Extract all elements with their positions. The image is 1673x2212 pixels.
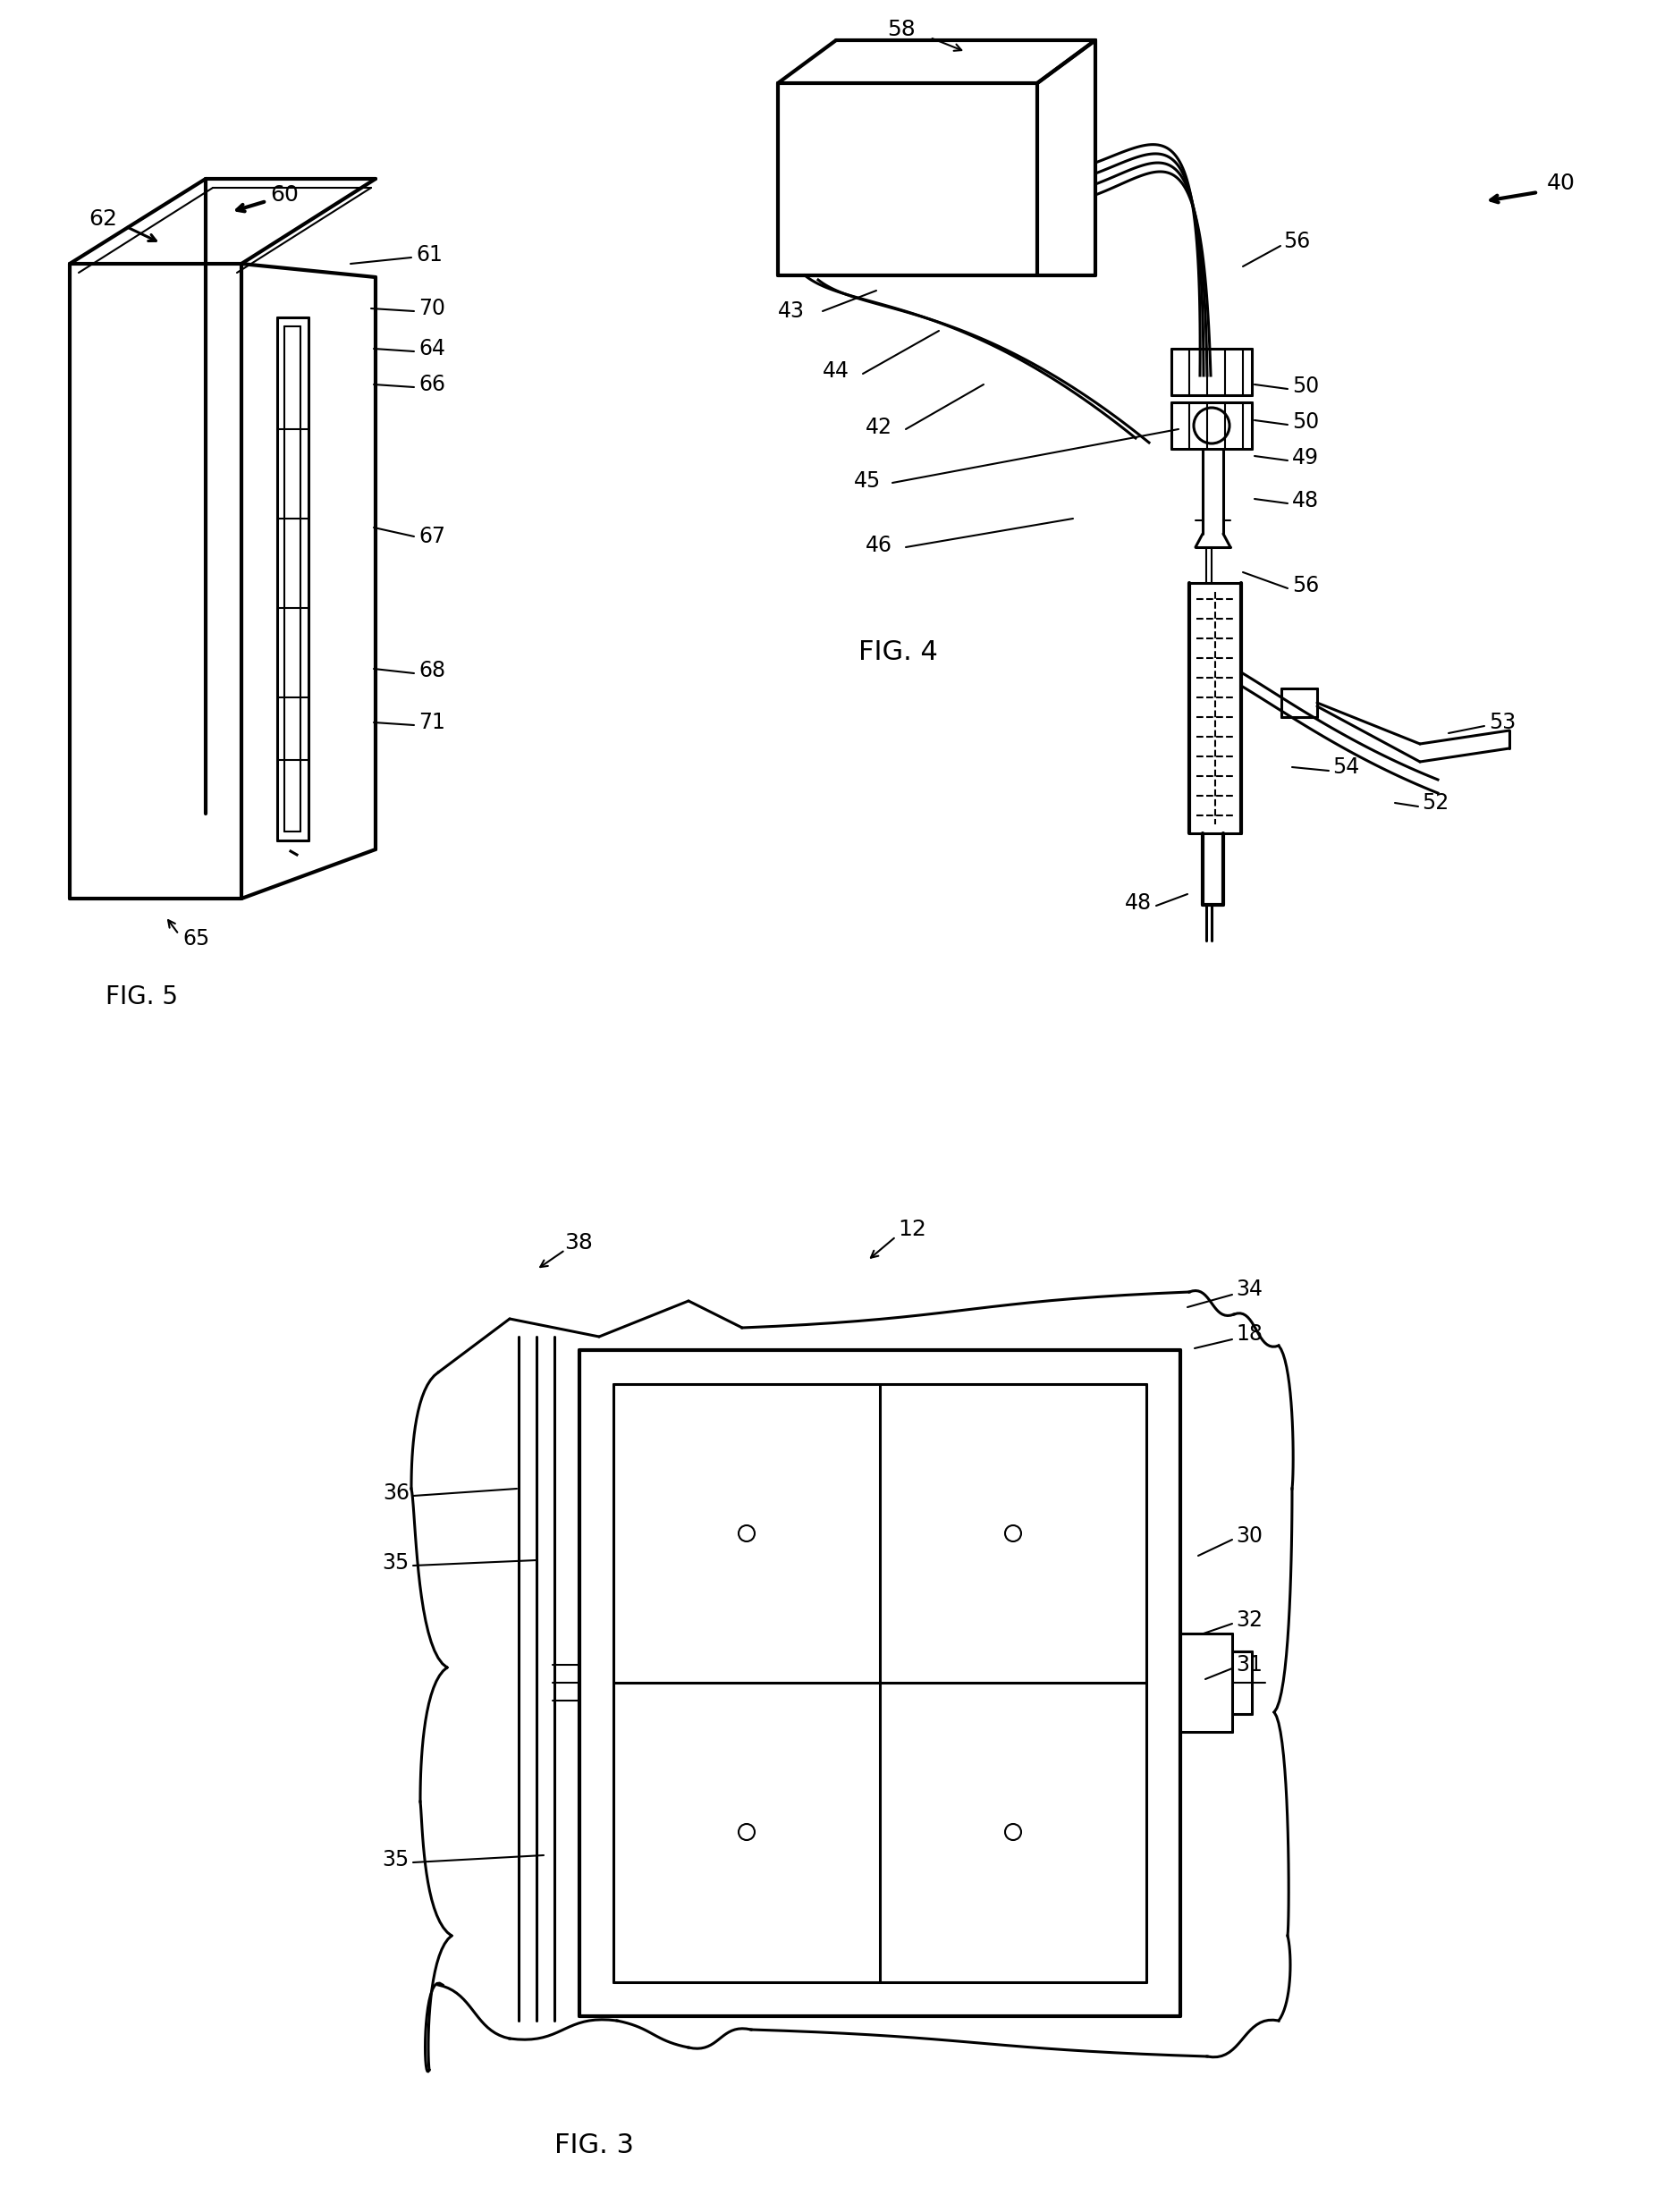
Text: 12: 12 [898, 1219, 927, 1241]
Text: 67: 67 [418, 526, 445, 546]
Text: 52: 52 [1422, 792, 1449, 814]
Text: 42: 42 [865, 416, 892, 438]
Text: 35: 35 [383, 1553, 410, 1573]
Text: 49: 49 [1292, 447, 1318, 469]
Text: 66: 66 [418, 374, 445, 396]
Text: 70: 70 [418, 299, 445, 319]
Text: 53: 53 [1489, 712, 1516, 732]
Text: 62: 62 [89, 208, 117, 230]
Text: 56: 56 [1283, 230, 1310, 252]
Text: 61: 61 [417, 243, 442, 265]
Text: 56: 56 [1292, 575, 1318, 597]
Text: 65: 65 [184, 929, 211, 949]
Text: 50: 50 [1292, 376, 1318, 396]
Text: 40: 40 [1548, 173, 1576, 195]
Text: 68: 68 [418, 659, 445, 681]
Text: 71: 71 [418, 712, 445, 732]
Text: 60: 60 [269, 184, 298, 206]
Text: 45: 45 [853, 471, 882, 491]
Text: 36: 36 [383, 1482, 410, 1504]
Text: 43: 43 [778, 301, 805, 323]
Text: 30: 30 [1236, 1526, 1263, 1546]
Text: 46: 46 [865, 535, 892, 555]
Text: 38: 38 [564, 1232, 592, 1254]
Text: 58: 58 [887, 18, 915, 40]
Text: FIG. 4: FIG. 4 [858, 639, 939, 666]
Text: 48: 48 [1292, 491, 1318, 511]
Text: FIG. 5: FIG. 5 [105, 984, 177, 1009]
Text: 31: 31 [1236, 1655, 1263, 1674]
Text: 35: 35 [383, 1849, 410, 1871]
Text: 18: 18 [1236, 1323, 1263, 1345]
Text: 64: 64 [418, 338, 445, 358]
Text: 50: 50 [1292, 411, 1318, 434]
Text: 48: 48 [1124, 891, 1151, 914]
Text: 54: 54 [1332, 757, 1360, 779]
Text: 44: 44 [823, 361, 850, 383]
Text: 32: 32 [1236, 1610, 1263, 1630]
Text: 34: 34 [1236, 1279, 1263, 1301]
Text: FIG. 3: FIG. 3 [554, 2132, 634, 2159]
